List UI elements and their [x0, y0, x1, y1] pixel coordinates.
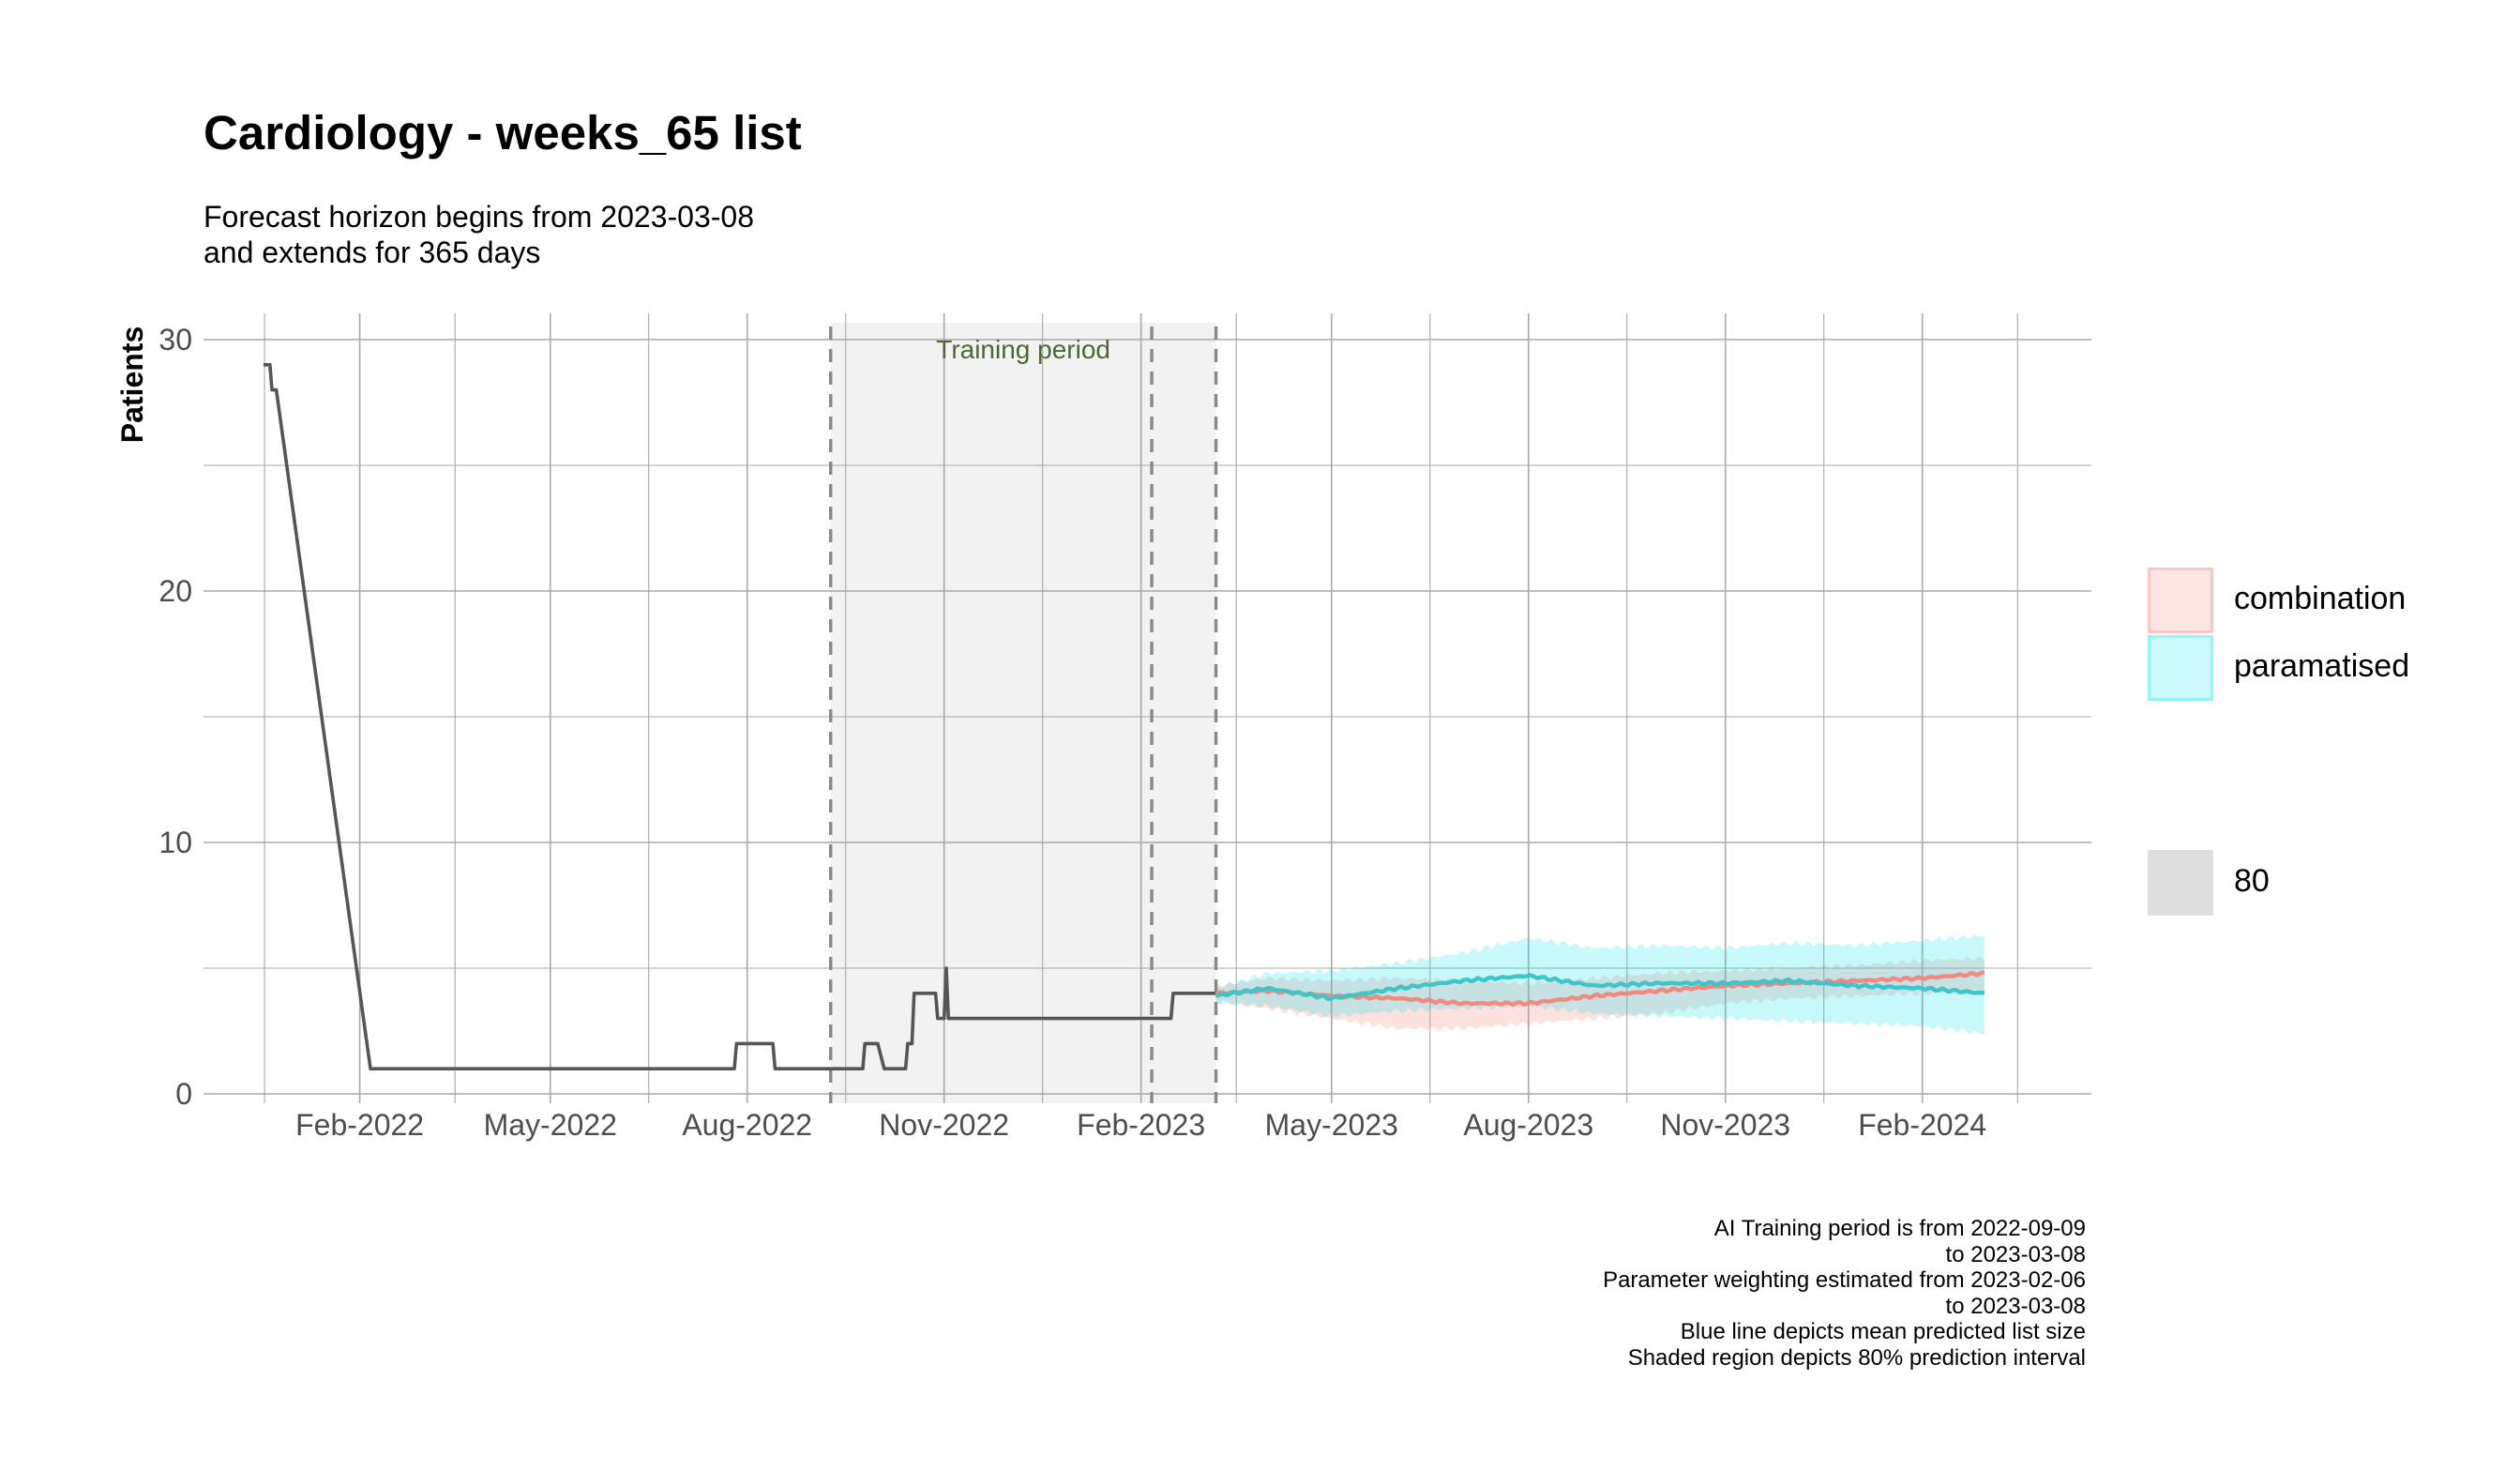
legend-item-level[interactable]: 80: [2148, 850, 2520, 917]
legend-label-combination: combination: [2234, 581, 2407, 616]
x-tick-label: Aug-2023: [1463, 1108, 1593, 1142]
reference-lines: [829, 326, 1218, 1103]
caption-line: Parameter weighting estimated from 2023-…: [1603, 1267, 2086, 1293]
x-tick-label: Nov-2022: [879, 1108, 1009, 1142]
training-period-shade: [830, 323, 1216, 1103]
x-tick-label: Aug-2022: [682, 1108, 812, 1142]
x-tick-label: Feb-2024: [1858, 1108, 1986, 1142]
y-tick-label: 20: [158, 574, 192, 608]
grid-lines: [204, 313, 2091, 1103]
caption-line: Shaded region depicts 80% prediction int…: [1627, 1344, 2086, 1371]
x-tick-label: Nov-2023: [1660, 1108, 1790, 1142]
chart-title: Cardiology - weeks_65 list: [204, 106, 802, 159]
x-tick-label: Feb-2023: [1077, 1108, 1205, 1142]
legend-item-combination[interactable]: combination: [2148, 568, 2520, 635]
legend-item-paramatised[interactable]: paramatised: [2148, 635, 2520, 703]
subtitle-line: and extends for 365 days: [204, 235, 541, 269]
legend-label-paramatised: paramatised: [2234, 648, 2410, 684]
legend-swatch-paramatised: [2148, 635, 2213, 701]
y-tick-label: 10: [158, 826, 192, 859]
axis-labels: 0 10 20 30 Feb-2022 May-2022 Aug-2022 Nov-2022 F…: [158, 323, 1986, 1142]
chart-caption: AI Training period is from 2022-09-09 to…: [1603, 1216, 2086, 1371]
caption-line: Blue line depicts mean predicted list si…: [1680, 1319, 2086, 1344]
legend-swatch-combination: [2148, 568, 2213, 633]
x-tick-label: Feb-2022: [295, 1108, 424, 1142]
y-tick-label: 30: [158, 323, 192, 356]
series-lines: [263, 362, 1985, 1070]
caption-line: to 2023-03-08: [1945, 1293, 2086, 1319]
mean-line-paramatised: [1215, 973, 1985, 1002]
x-tick-label: May-2023: [1265, 1108, 1398, 1142]
chart-subtitle: Forecast horizon begins from 2023-03-08 …: [204, 199, 754, 270]
caption-line: to 2023-03-08: [1945, 1241, 2086, 1267]
legend-swatch-level: [2148, 850, 2213, 916]
y-axis-title: Patients: [115, 326, 149, 443]
y-tick-label: 0: [175, 1077, 192, 1111]
caption-line: AI Training period is from 2022-09-09: [1713, 1216, 2086, 1241]
training-period-label: Training period: [936, 335, 1110, 364]
legend-label-level: 80: [2234, 863, 2270, 899]
band-combination: [1215, 956, 1984, 1032]
training-period-region: [830, 323, 1216, 1103]
subtitle-line: Forecast horizon begins from 2023-03-08: [204, 200, 754, 234]
x-tick-label: May-2022: [484, 1108, 617, 1142]
observed-line: [263, 362, 1216, 1070]
